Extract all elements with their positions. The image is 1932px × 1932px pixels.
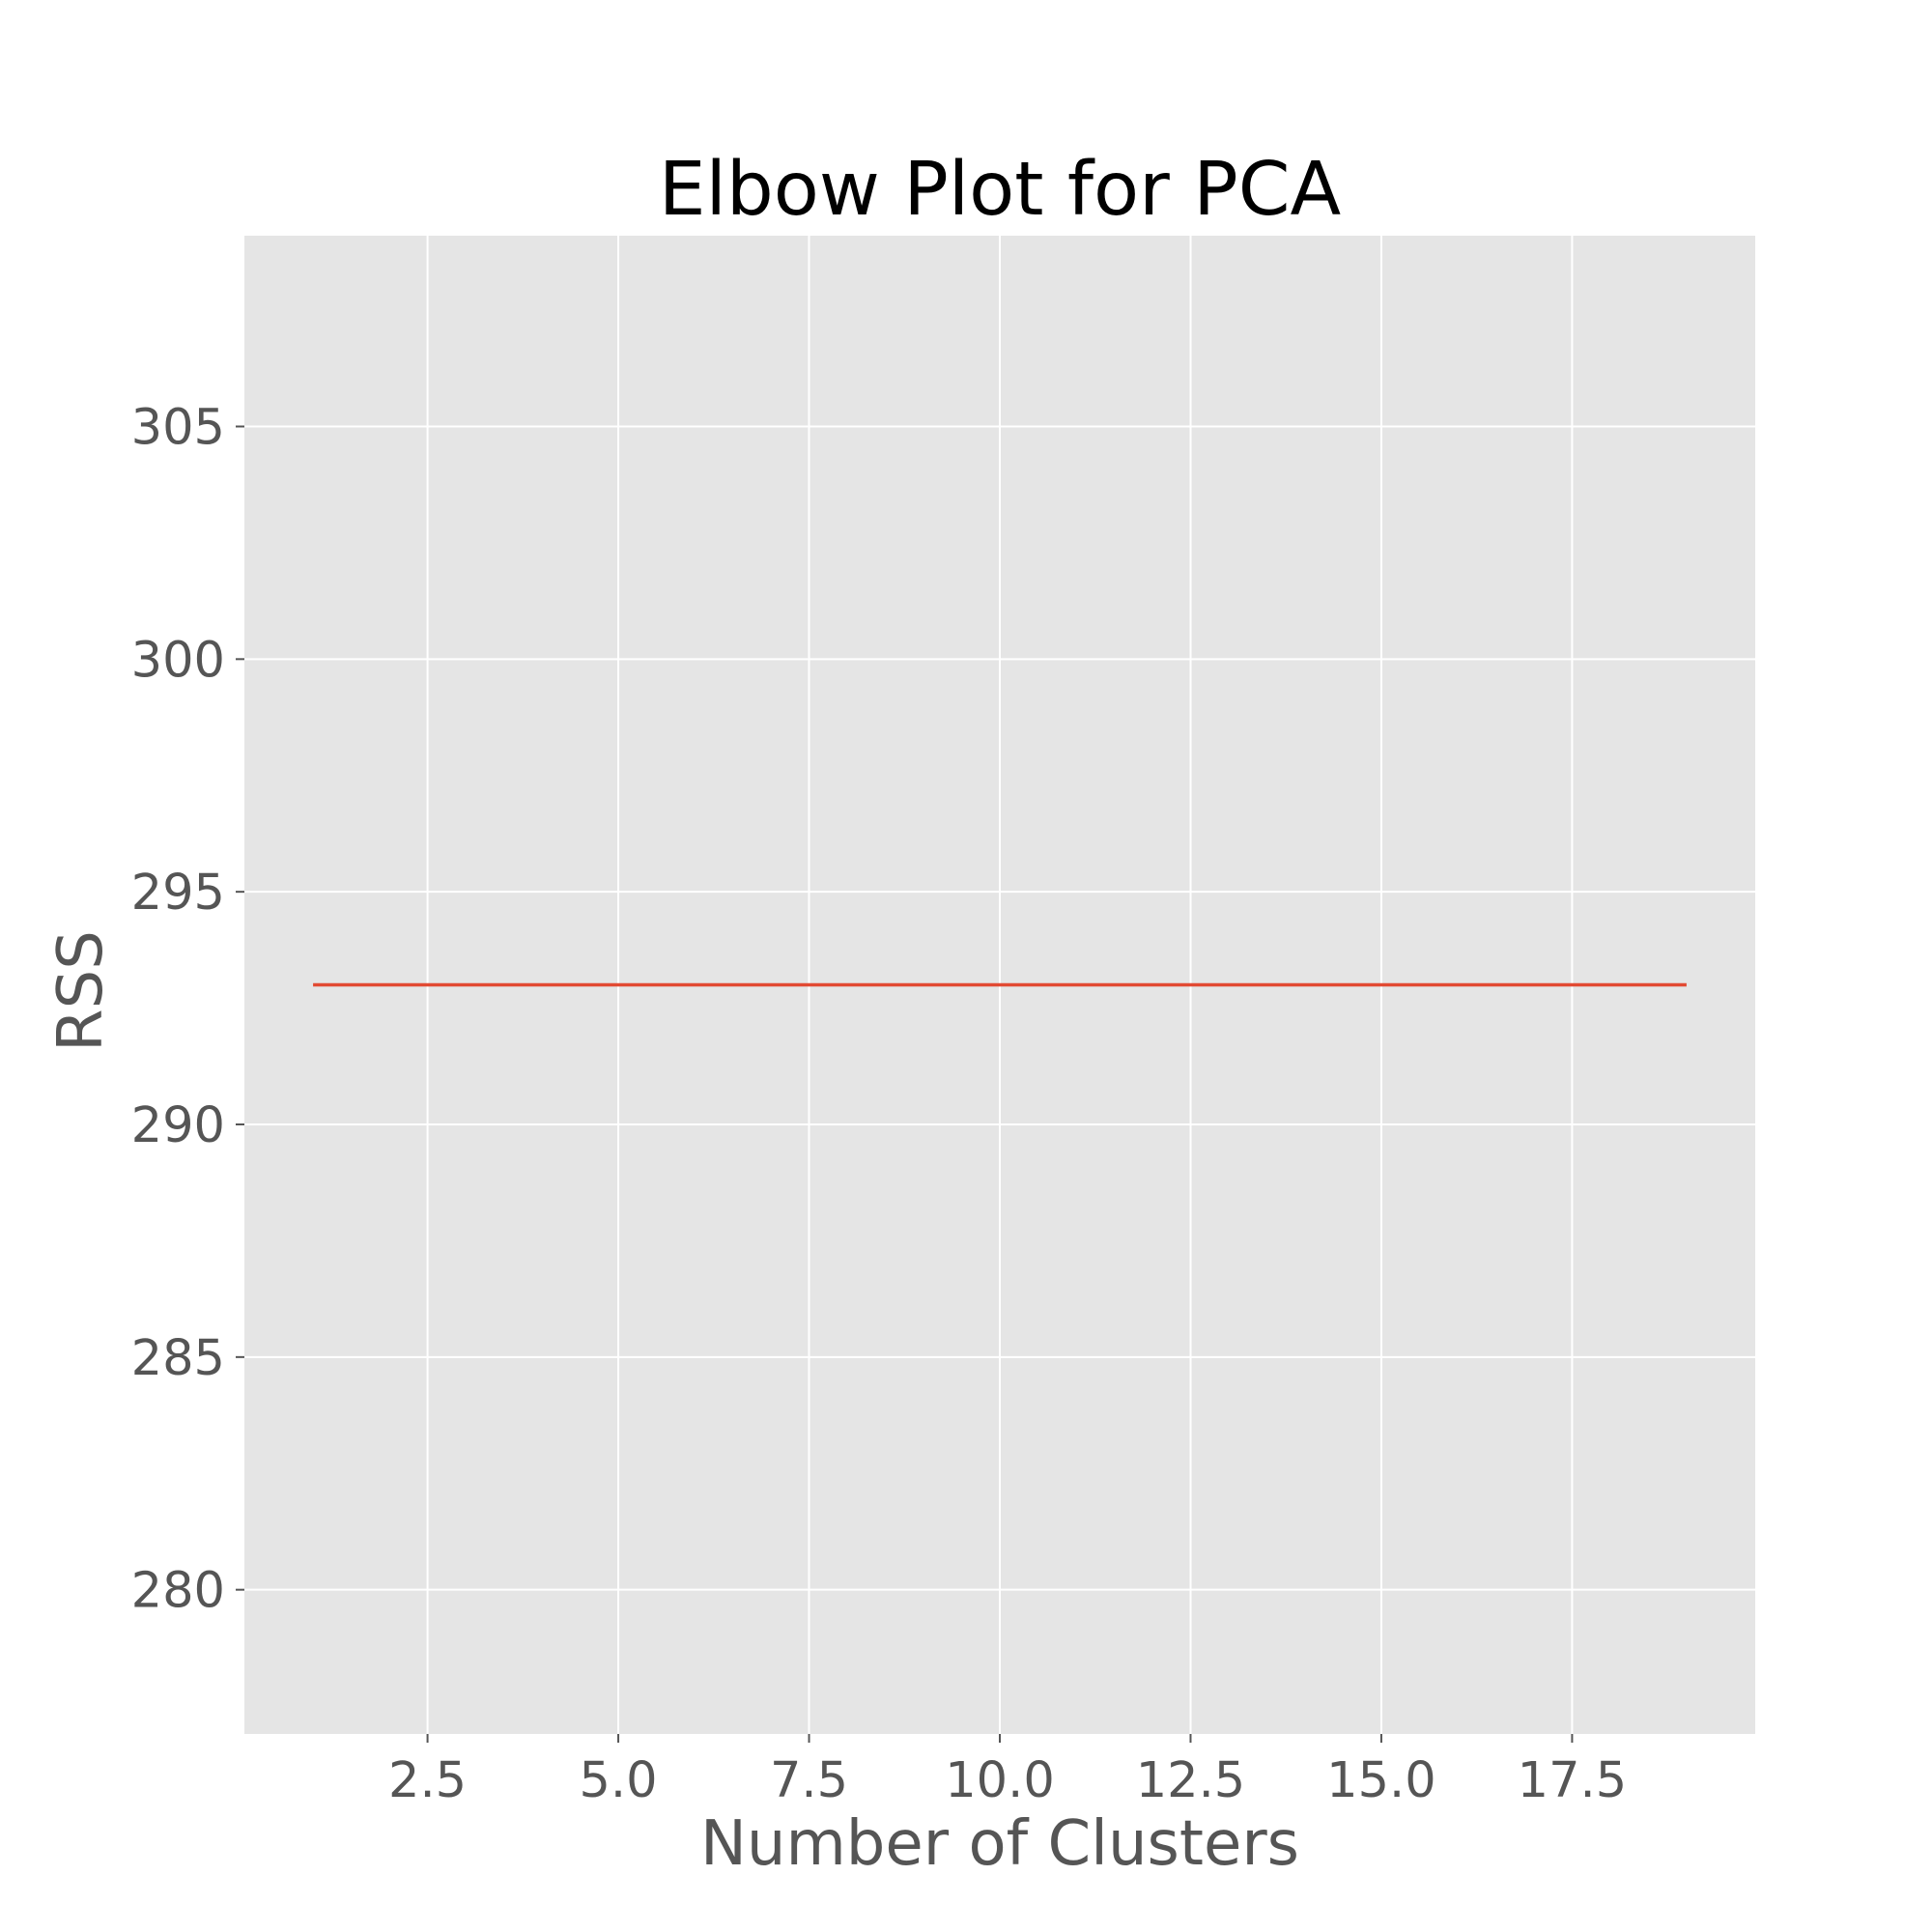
x-tick-label: 12.5 bbox=[1136, 1752, 1246, 1809]
y-tick-label: 290 bbox=[131, 1097, 225, 1154]
x-tick-label: 7.5 bbox=[770, 1752, 848, 1809]
y-tick-label: 305 bbox=[131, 399, 225, 456]
y-tick-label: 300 bbox=[131, 632, 225, 689]
y-tick-label: 285 bbox=[131, 1330, 225, 1387]
x-tick-label: 5.0 bbox=[579, 1752, 657, 1809]
x-axis-label: Number of Clusters bbox=[700, 1808, 1299, 1880]
y-tick-label: 295 bbox=[131, 865, 225, 922]
x-ticks: 2.5 5.0 7.5 10.0 12.5 15.0 17.5 bbox=[388, 1734, 1627, 1809]
y-ticks: 280 285 290 295 300 305 bbox=[131, 399, 244, 1620]
y-tick-label: 280 bbox=[131, 1563, 225, 1620]
chart-title: Elbow Plot for PCA bbox=[659, 147, 1342, 233]
x-tick-label: 17.5 bbox=[1518, 1752, 1628, 1809]
y-axis-label: RSS bbox=[45, 930, 117, 1052]
x-tick-label: 15.0 bbox=[1326, 1752, 1436, 1809]
x-tick-label: 2.5 bbox=[388, 1752, 467, 1809]
x-tick-label: 10.0 bbox=[945, 1752, 1055, 1809]
